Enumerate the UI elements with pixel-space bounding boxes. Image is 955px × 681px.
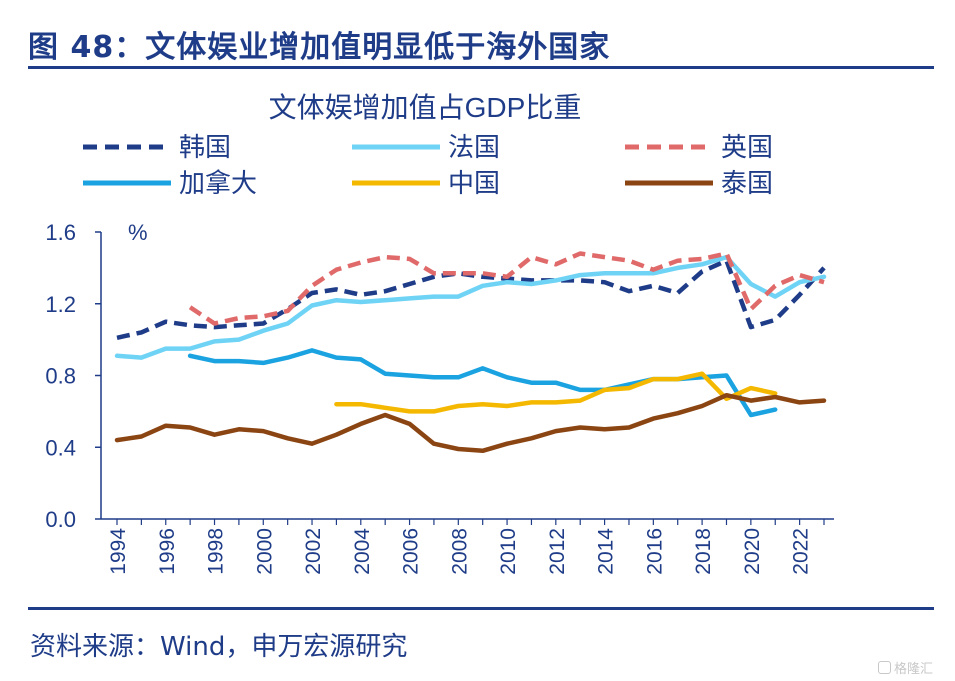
y-tick-label: 0.8 [45,364,76,389]
chart-axes: 0.0 0.4 0.8 1.2 1.6 1994 1996 1998 2000 2002 2004 2… [45,220,834,575]
x-tick-label: 1996 [156,528,179,575]
source-note: 资料来源：Wind，申万宏源研究 [30,632,408,662]
x-tick-label: 2022 [790,528,813,575]
legend-label: 韩国 [179,132,231,162]
x-tick-label: 2020 [741,528,764,575]
x-tick-label: 2010 [497,528,520,575]
bottom-rule [28,607,934,610]
x-tick-label: 2004 [351,528,374,575]
chart-title: 文体娱增加值占GDP比重 [269,92,582,123]
y-tick-label: 1.6 [45,220,76,245]
x-tick-label: 2008 [448,528,471,575]
series-line [114,254,827,360]
x-tick-label: 2012 [546,528,569,575]
watermark-logo-icon [877,661,891,674]
series-line [114,392,827,454]
x-tick-label: 1998 [205,528,228,575]
x-tick-label: 2002 [302,528,325,575]
legend-label: 加拿大 [179,168,257,198]
series-line [188,251,825,326]
legend-label: 中国 [448,168,500,198]
x-tick-label: 2014 [595,528,618,575]
x-tick-label: 2000 [253,528,276,575]
series-line [334,371,778,414]
watermark-text: 格隆汇 [893,662,933,677]
x-tick-label: 2006 [400,528,423,575]
top-rule [28,66,934,69]
x-tick-label: 2018 [692,528,715,575]
y-tick-label: 1.2 [45,292,76,317]
figure-title: 图 48：文体娱业增加值明显低于海外国家 [28,30,611,65]
y-tick-label: 0.0 [45,507,76,532]
y-tick-label: 0.4 [45,435,76,460]
legend-label: 英国 [721,132,773,162]
x-tick-label: 2016 [643,528,666,575]
legend-label: 法国 [448,132,500,162]
chart-series [114,251,827,454]
y-axis-unit-label: % [128,220,148,245]
x-tick-label: 1994 [107,528,130,575]
legend-label: 泰国 [721,168,773,198]
watermark: 格隆汇 [877,658,933,677]
